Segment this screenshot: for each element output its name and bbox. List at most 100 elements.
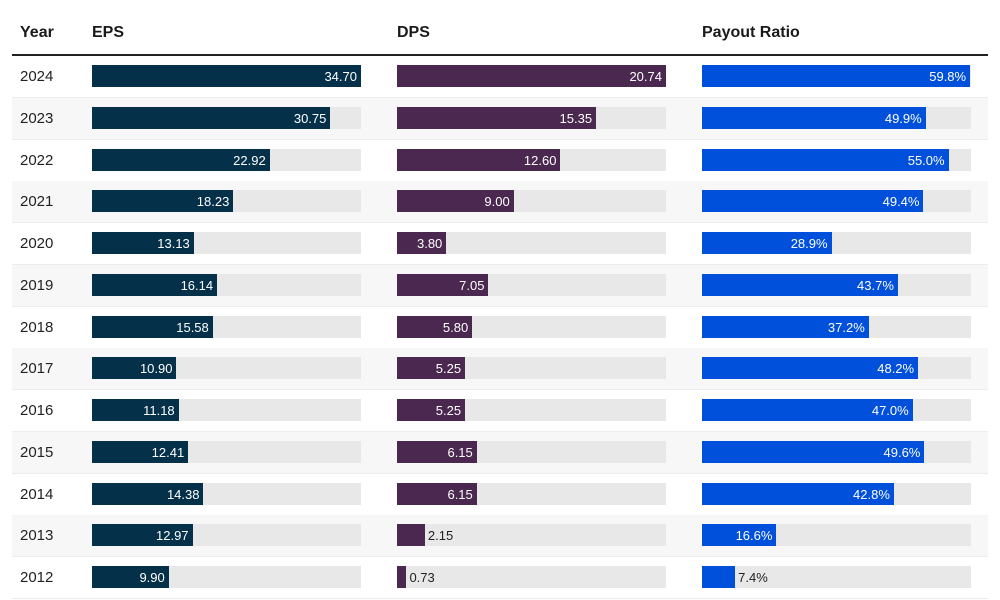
dps-value-label: 15.35 (559, 110, 593, 126)
payout-bar (702, 65, 971, 87)
eps-bar (92, 273, 218, 296)
payout-track: 49.4% (702, 190, 971, 213)
dps-track: 9.00 (397, 190, 666, 213)
eps-track: 12.97 (92, 524, 361, 547)
eps-value-label: 15.58 (176, 319, 209, 335)
dps-bar (397, 315, 473, 338)
payout-track: 49.9% (702, 106, 971, 129)
eps-bar (92, 232, 194, 254)
dps-bar (397, 524, 425, 547)
payout-bar (702, 482, 894, 505)
payout-value-label: 28.9% (790, 236, 828, 251)
eps-bar (92, 566, 169, 588)
payout-track: 37.2% (702, 315, 971, 338)
eps-track: 12.41 (92, 440, 361, 463)
header-rule (12, 54, 988, 56)
eps-bar (92, 357, 177, 380)
dps-value-label: 5.80 (442, 319, 469, 335)
dps-value-label: 5.25 (435, 403, 462, 418)
table-row: 2013 12.97 2.15 16.6% (12, 515, 988, 558)
header-dps: DPS (397, 24, 430, 41)
dps-track: 6.15 (397, 440, 666, 463)
payout-track: 59.8% (702, 65, 971, 87)
payout-bar (702, 190, 924, 213)
eps-track: 30.75 (92, 106, 361, 129)
eps-track: 15.58 (92, 315, 361, 338)
eps-bar (92, 65, 361, 87)
payout-track: 55.0% (702, 148, 971, 171)
year-label: 2016 (20, 402, 54, 419)
dps-bar (397, 148, 561, 171)
dps-track: 3.80 (397, 232, 666, 254)
dps-track: 5.25 (397, 357, 666, 380)
year-label: 2015 (20, 443, 54, 461)
eps-track: 16.14 (92, 273, 361, 296)
dps-bar (397, 106, 597, 129)
eps-value-label: 16.14 (180, 277, 214, 293)
table-row: 2024 34.70 20.74 59.8% (12, 56, 988, 98)
year-label: 2014 (20, 485, 54, 503)
dps-track: 6.15 (397, 482, 666, 505)
payout-track: 48.2% (702, 357, 971, 380)
eps-value-label: 13.13 (157, 236, 190, 251)
dps-value-label: 12.60 (523, 152, 557, 168)
eps-value-label: 12.41 (151, 444, 185, 460)
payout-bar (702, 524, 777, 547)
payout-bar (702, 148, 949, 171)
dps-value-label: 6.15 (447, 486, 473, 502)
eps-bar (92, 399, 179, 421)
table-row: 2021 18.23 9.00 49.4% (12, 181, 988, 224)
dps-track: 7.05 (397, 273, 666, 296)
dps-value-label: 7.05 (459, 277, 485, 293)
eps-bar (92, 190, 234, 213)
header-year: Year (20, 24, 54, 41)
year-label: 2021 (20, 193, 54, 211)
dps-bar (397, 273, 489, 296)
table-row: 2019 16.14 7.05 43.7% (12, 264, 988, 307)
payout-track: 16.6% (702, 524, 971, 547)
eps-bar (92, 440, 189, 463)
dps-track: 12.60 (397, 148, 666, 171)
payout-value-label: 49.4% (882, 194, 920, 210)
table-row: 2017 10.90 5.25 48.2% (12, 348, 988, 391)
dps-value-label: 2.15 (427, 528, 454, 544)
eps-bar (92, 482, 204, 505)
eps-value-label: 30.75 (293, 110, 327, 126)
header-eps: EPS (92, 24, 125, 41)
table-row: 2016 11.18 5.25 47.0% (12, 390, 988, 432)
year-label: 2017 (20, 360, 54, 378)
eps-track: 14.38 (92, 482, 361, 505)
payout-value-label: 49.6% (883, 444, 921, 460)
eps-value-label: 9.90 (139, 570, 165, 585)
year-label: 2012 (20, 569, 54, 586)
payout-value-label: 47.0% (871, 403, 909, 418)
year-label: 2013 (20, 527, 54, 545)
eps-track: 11.18 (92, 399, 361, 421)
payout-value-label: 37.2% (827, 319, 865, 335)
dps-track: 20.74 (397, 65, 666, 87)
eps-track: 13.13 (92, 232, 361, 254)
year-label: 2022 (20, 151, 54, 169)
table-row: 2015 12.41 6.15 49.6% (12, 431, 988, 474)
eps-value-label: 14.38 (166, 486, 200, 502)
payout-track: 28.9% (702, 232, 971, 254)
eps-bar (92, 315, 213, 338)
eps-value-label: 10.90 (139, 361, 173, 377)
dps-bar (397, 482, 477, 505)
year-label: 2024 (20, 68, 54, 85)
table-row: 2022 22.92 12.60 55.0% (12, 140, 988, 182)
payout-track: 42.8% (702, 482, 971, 505)
payout-track: 47.0% (702, 399, 971, 421)
dps-value-label: 20.74 (629, 69, 662, 84)
dps-value-label: 9.00 (484, 194, 510, 210)
year-label: 2020 (20, 235, 54, 252)
eps-track: 22.92 (92, 148, 361, 171)
payout-value-label: 16.6% (735, 528, 773, 544)
dps-bar (397, 440, 477, 463)
dps-value-label: 5.25 (435, 361, 462, 377)
dps-value-label: 0.73 (409, 570, 435, 585)
dps-track: 0.73 (397, 566, 666, 588)
payout-track: 49.6% (702, 440, 971, 463)
dps-track: 5.80 (397, 315, 666, 338)
